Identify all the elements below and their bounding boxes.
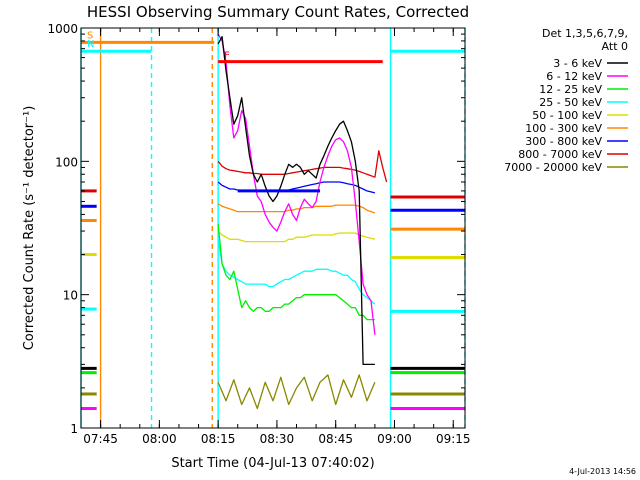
y-tick-label-10: 10 xyxy=(63,289,78,303)
status-label-s: S xyxy=(87,30,93,41)
legend-label-300-800-kev: 300 - 800 keV xyxy=(525,135,602,148)
series-line-12-25-kev xyxy=(217,223,375,321)
legend-label-7000-20000-kev: 7000 - 20000 keV xyxy=(504,161,602,174)
x-tick-label-09-15: 09:15 xyxy=(436,432,471,446)
legend-label-6-12-kev: 6 - 12 keV xyxy=(546,70,602,83)
axis-ticks: 07:45 08:00 08:15 08:30 08:45 09:00 09:15 1 10 10… xyxy=(47,22,470,446)
x-tick-label-07-45: 07:45 xyxy=(83,432,118,446)
legend-label-25-50-kev: 25 - 50 keV xyxy=(539,96,602,109)
series-line-25-50-kev xyxy=(217,239,376,305)
status-label-n: N xyxy=(87,39,94,50)
legend-label-12-25-kev: 12 - 25 keV xyxy=(539,83,602,96)
plot-frame xyxy=(80,27,466,429)
legend-title-line-2: Att 0 xyxy=(602,40,628,53)
plot-area: SN F xyxy=(80,28,466,428)
series-line-100-300-kev xyxy=(217,203,376,214)
legend-label-50-100-kev: 50 - 100 keV xyxy=(532,109,602,122)
y-tick-label-1000: 1000 xyxy=(47,22,78,36)
legend-label-100-300-kev: 100 - 300 keV xyxy=(525,122,602,135)
x-tick-label-09-00: 09:00 xyxy=(377,432,412,446)
legend-label-800-7000-kev: 800 - 7000 keV xyxy=(518,148,602,161)
y-axis-label: Corrected Count Rate (s⁻¹ detector⁻¹) xyxy=(22,106,37,351)
series-line-800-7000-kev xyxy=(217,150,388,183)
series-line-3-6-kev xyxy=(217,36,375,366)
legend-title-line-1: Det 1,3,5,6,7,9, xyxy=(542,27,628,40)
series-line-50-100-kev xyxy=(217,230,376,243)
footer-timestamp: 4-Jul-2013 14:56 xyxy=(569,467,636,476)
x-tick-label-08-00: 08:00 xyxy=(142,432,177,446)
y-tick-label-1: 1 xyxy=(70,422,78,436)
y-tick-label-100: 100 xyxy=(55,155,78,169)
chart-title: HESSI Observing Summary Count Rates, Cor… xyxy=(87,3,469,21)
legend-label-3-6-kev: 3 - 6 keV xyxy=(553,57,602,70)
status-label-f: F xyxy=(224,51,230,62)
series-line-7000-20000-kev xyxy=(217,374,376,410)
x-axis-label: Start Time (04-Jul-13 07:40:02) xyxy=(171,456,374,471)
x-tick-label-08-30: 08:30 xyxy=(260,432,295,446)
x-tick-label-08-45: 08:45 xyxy=(318,432,353,446)
x-tick-label-08-15: 08:15 xyxy=(201,432,236,446)
